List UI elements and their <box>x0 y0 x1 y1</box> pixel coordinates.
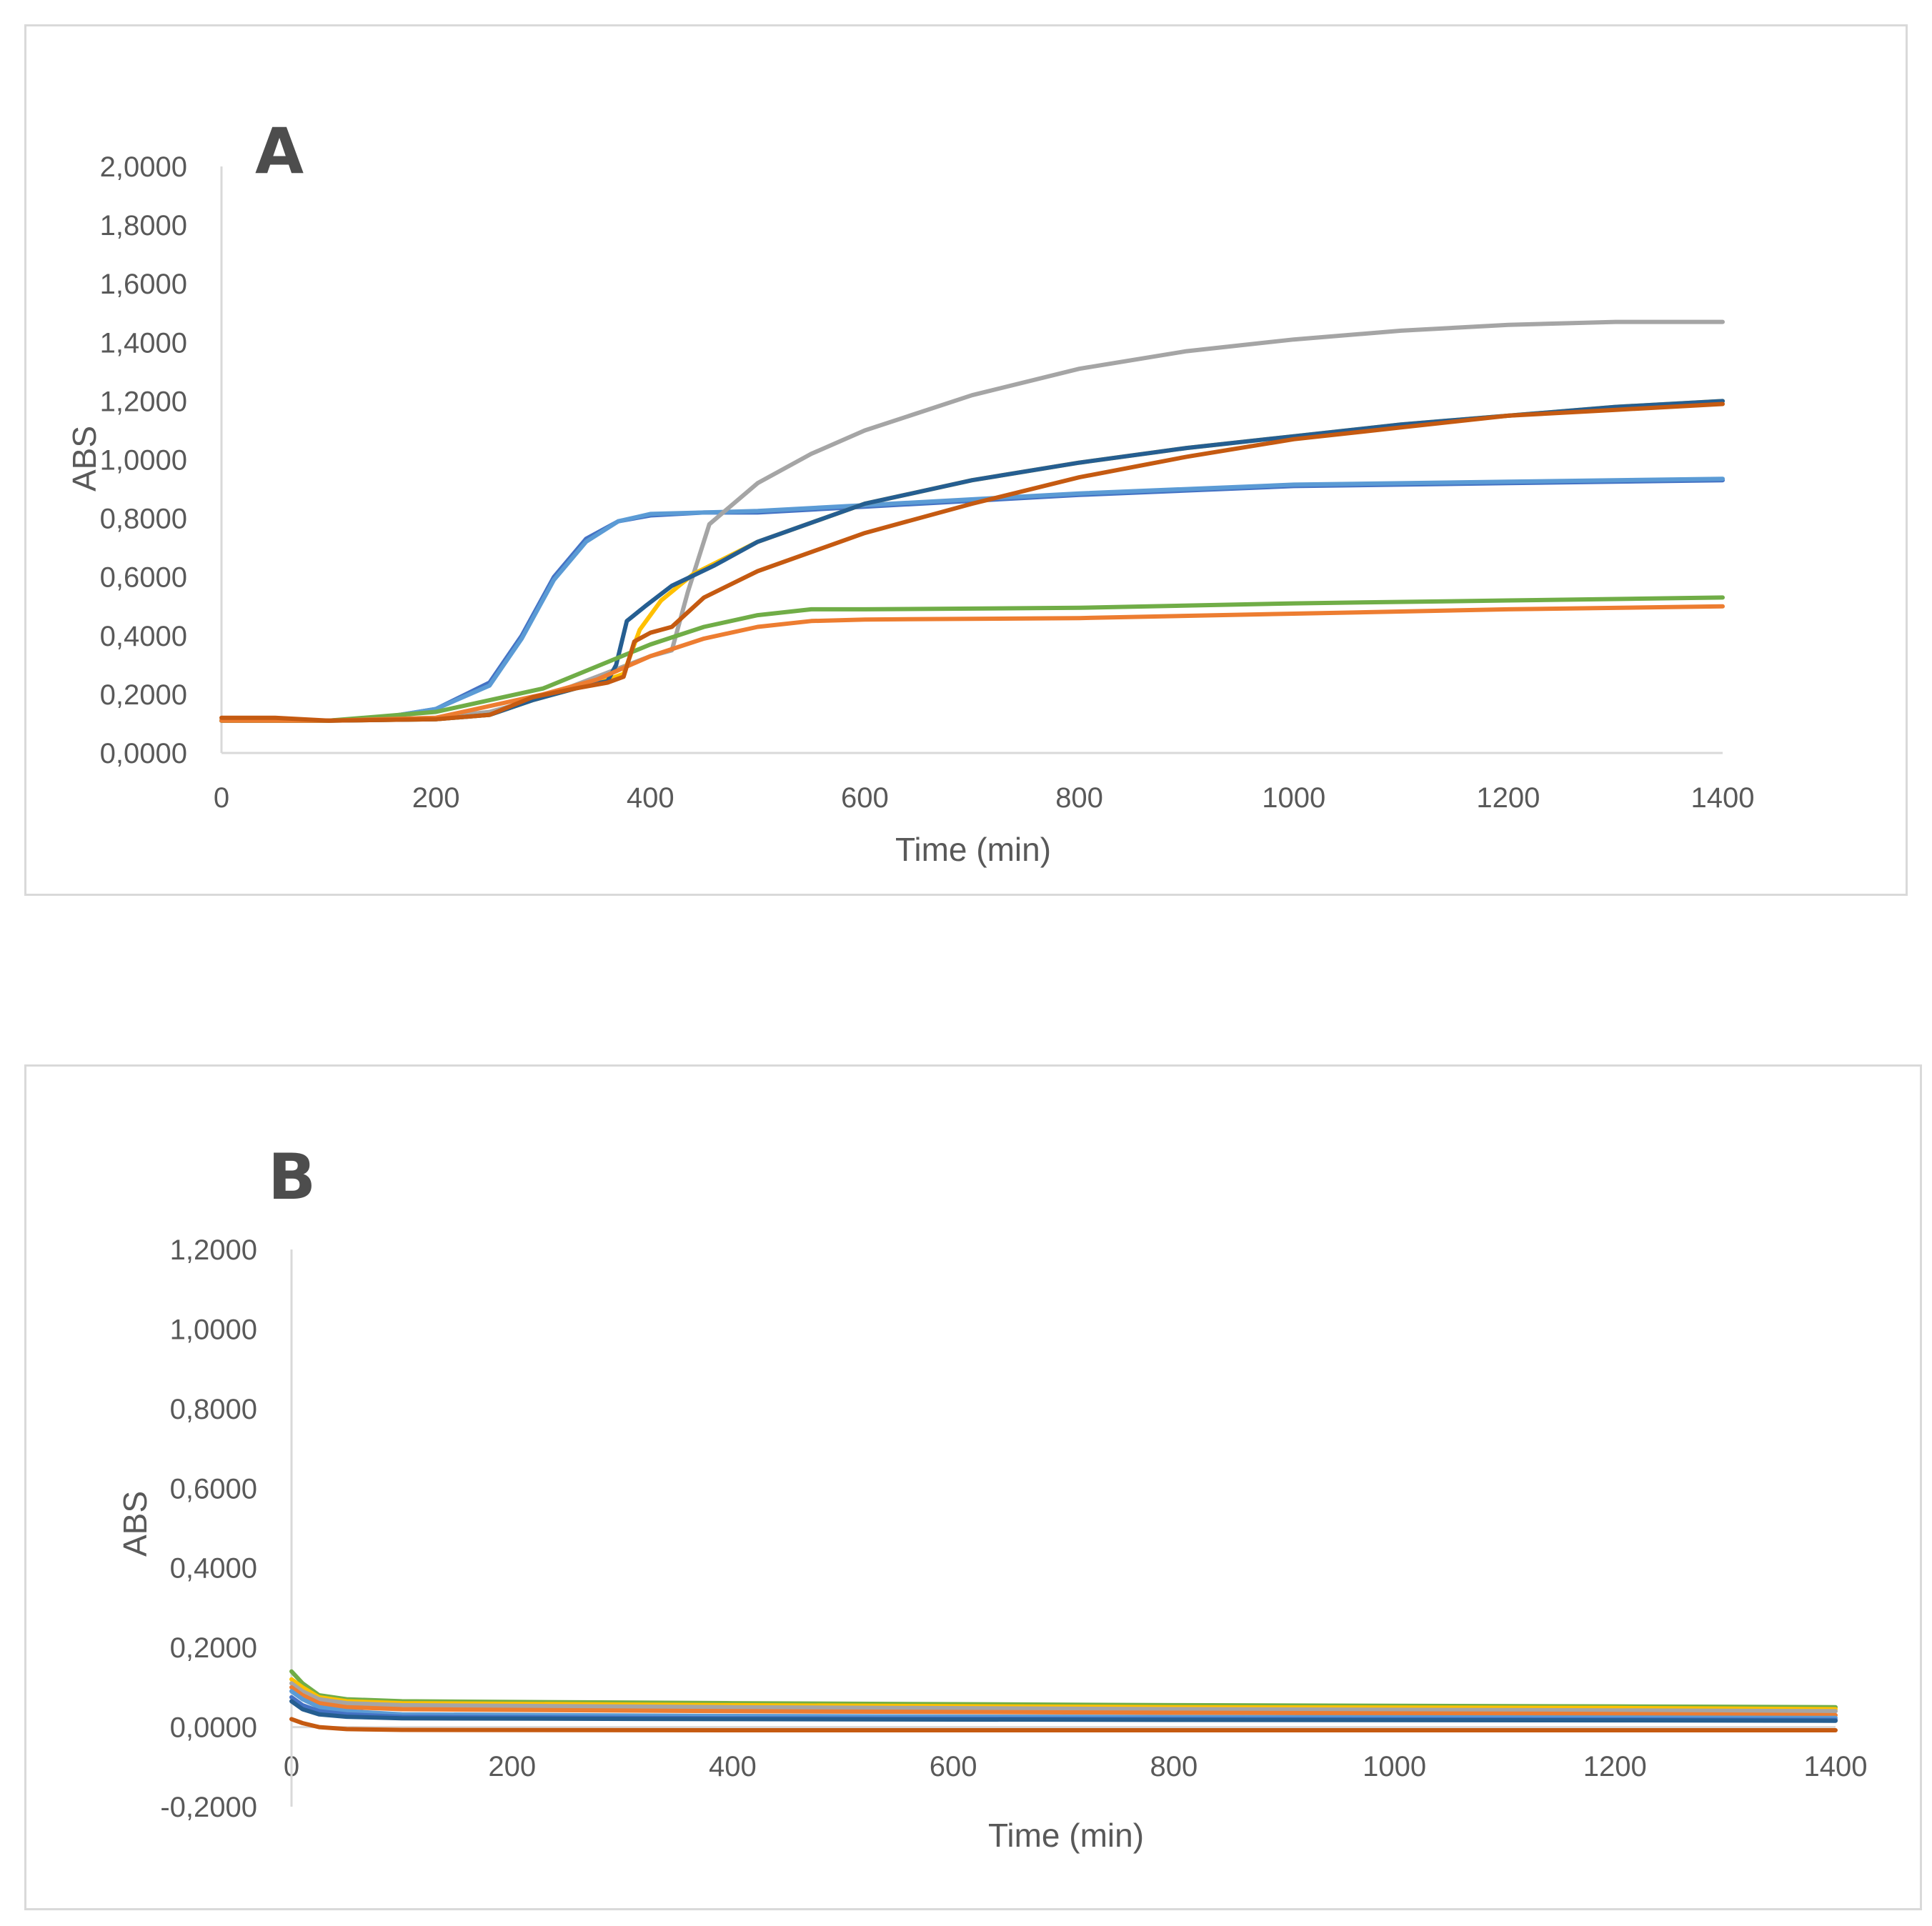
x-tick-label: 200 <box>488 1751 536 1782</box>
y-tick-label: 0,2000 <box>170 1632 257 1664</box>
y-tick-label: 1,6000 <box>100 269 187 300</box>
series-line-3 <box>289 1681 1838 1714</box>
series-line-6 <box>219 595 1725 723</box>
x-tick-label: 1000 <box>1363 1751 1426 1782</box>
x-tick-label: 1400 <box>1804 1751 1868 1782</box>
x-tick-label: 800 <box>1055 782 1103 814</box>
chart-b-y-axis-title: ABS <box>116 1491 154 1557</box>
chart-b-axes <box>290 1249 1836 1807</box>
y-tick-label: 0,0000 <box>100 738 187 769</box>
y-tick-label: 1,2000 <box>170 1234 257 1266</box>
chart-a-x-axis-title: Time (min) <box>895 831 1051 868</box>
chart-a-y-axis-title: ABS <box>66 426 103 492</box>
chart-panel-b: B -0,2000 0,0000 0,2000 0,4000 0,6000 0,8000 1… <box>24 1064 1922 1910</box>
chart-a-series <box>219 319 1725 723</box>
y-tick-label: 0,8000 <box>170 1394 257 1425</box>
x-tick-label: 800 <box>1150 1751 1197 1782</box>
y-tick-label: -0,2000 <box>160 1792 257 1823</box>
chart-b-series <box>289 1669 1838 1732</box>
y-tick-label: 1,0000 <box>170 1314 257 1345</box>
series-line-8 <box>289 1717 1838 1732</box>
y-tick-label: 0,2000 <box>100 679 187 711</box>
series-line-5 <box>219 399 1725 723</box>
series-line-3 <box>219 319 1725 723</box>
chart-b-x-axis-title: Time (min) <box>988 1817 1144 1854</box>
x-tick-label: 1200 <box>1476 782 1540 814</box>
x-tick-label: 1000 <box>1262 782 1325 814</box>
series-line-4 <box>219 399 1725 723</box>
x-tick-label: 200 <box>412 782 460 814</box>
series-line-4 <box>289 1685 1838 1717</box>
chart-b-svg: B -0,2000 0,0000 0,2000 0,4000 0,6000 0,8000 1… <box>116 1140 1868 1854</box>
x-tick-label: 600 <box>930 1751 977 1782</box>
y-tick-label: 0,4000 <box>170 1553 257 1585</box>
series-line-7 <box>289 1699 1838 1723</box>
chart-a-x-tick-labels: 0 200 400 600 800 1000 1200 1400 <box>214 782 1755 814</box>
series-line-7 <box>219 604 1725 723</box>
y-tick-label: 0,0000 <box>170 1712 257 1744</box>
chart-a-axes <box>220 166 1723 754</box>
x-tick-label: 0 <box>214 782 229 814</box>
y-tick-label: 2,0000 <box>100 151 187 183</box>
panel-letter-b: B <box>268 1140 316 1214</box>
y-tick-label: 0,6000 <box>100 562 187 594</box>
x-tick-label: 1400 <box>1691 782 1755 814</box>
y-tick-label: 0,6000 <box>170 1473 257 1505</box>
y-tick-label: 1,4000 <box>100 327 187 359</box>
x-tick-label: 400 <box>627 782 674 814</box>
chart-a-svg: A 0,0000 0,2000 0,4000 0,6000 0,8000 1,0000 1,… <box>66 114 1755 868</box>
y-tick-label: 0,4000 <box>100 621 187 652</box>
y-tick-label: 1,2000 <box>100 386 187 417</box>
chart-panel-a: A 0,0000 0,2000 0,4000 0,6000 0,8000 1,0000 1,… <box>24 24 1908 896</box>
chart-a-y-tick-labels: 0,0000 0,2000 0,4000 0,6000 0,8000 1,0000 1,20… <box>100 151 187 769</box>
y-tick-label: 1,8000 <box>100 210 187 241</box>
x-tick-label: 600 <box>841 782 889 814</box>
panel-letter-a: A <box>255 114 304 188</box>
y-tick-label: 0,8000 <box>100 504 187 535</box>
x-tick-label: 400 <box>709 1751 757 1782</box>
series-line-8 <box>219 401 1725 723</box>
x-tick-label: 1200 <box>1583 1751 1647 1782</box>
y-tick-label: 1,0000 <box>100 445 187 476</box>
chart-b-y-tick-labels: -0,2000 0,0000 0,2000 0,4000 0,6000 0,8000 1,0… <box>160 1234 257 1823</box>
